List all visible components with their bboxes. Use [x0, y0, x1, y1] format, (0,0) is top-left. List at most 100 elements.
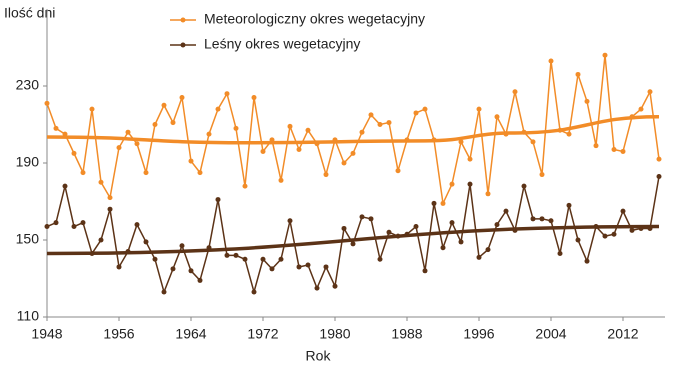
point	[197, 277, 203, 283]
point	[287, 218, 293, 224]
point	[431, 137, 437, 143]
point	[224, 252, 230, 258]
point	[161, 102, 167, 108]
point	[251, 95, 257, 101]
point	[521, 129, 527, 135]
point	[512, 227, 518, 233]
point	[179, 243, 185, 249]
point	[170, 120, 176, 126]
point	[656, 173, 662, 179]
y-axis-title: Ilość dni	[4, 5, 55, 21]
point	[233, 125, 239, 131]
point	[458, 139, 464, 145]
legend-label: Leśny okres wegetacyjny	[204, 36, 360, 52]
point	[71, 150, 77, 156]
point	[485, 191, 491, 197]
point	[575, 237, 581, 243]
x-tick-label: 2004	[535, 326, 566, 342]
point	[107, 195, 113, 201]
point	[530, 216, 536, 222]
point	[323, 264, 329, 270]
point	[620, 208, 626, 214]
y-tick-label: 230	[16, 77, 40, 93]
point	[647, 89, 653, 95]
point	[80, 170, 86, 176]
point	[314, 141, 320, 147]
point	[368, 216, 374, 222]
series-line	[46, 176, 660, 295]
point	[53, 220, 59, 226]
point	[197, 170, 203, 176]
trend-line	[46, 224, 660, 256]
point	[539, 216, 545, 222]
point	[404, 231, 410, 237]
point	[323, 172, 329, 178]
point	[161, 289, 167, 295]
point	[278, 256, 284, 262]
point	[512, 89, 518, 95]
point	[44, 224, 50, 230]
point	[98, 179, 104, 185]
point	[566, 131, 572, 137]
point	[485, 247, 491, 253]
point	[494, 114, 500, 120]
x-tick-label: 1996	[463, 326, 494, 342]
point	[206, 131, 212, 137]
point	[125, 129, 131, 135]
point	[80, 220, 86, 226]
point	[503, 131, 509, 137]
point	[386, 120, 392, 126]
point	[134, 141, 140, 147]
point	[476, 106, 482, 112]
point	[314, 285, 320, 291]
point	[530, 139, 536, 145]
point	[413, 110, 419, 116]
point	[215, 197, 221, 203]
point	[386, 229, 392, 235]
x-tick-label: 1964	[175, 326, 206, 342]
point	[566, 202, 572, 208]
point	[593, 143, 599, 149]
point	[242, 183, 248, 189]
point	[449, 220, 455, 226]
point	[503, 208, 509, 214]
point	[548, 58, 554, 64]
point	[269, 137, 275, 143]
point	[377, 256, 383, 262]
point	[377, 122, 383, 127]
x-tick-label: 1956	[103, 326, 134, 342]
point	[557, 127, 563, 133]
point	[305, 127, 311, 133]
point	[143, 239, 149, 245]
point	[350, 241, 356, 247]
point	[557, 250, 563, 256]
point	[602, 233, 608, 239]
point	[575, 71, 581, 77]
legend-label: Meteorologiczny okres wegetacyjny	[204, 11, 425, 27]
point	[341, 160, 347, 166]
point	[152, 122, 158, 127]
y-tick-label: 110	[17, 308, 40, 324]
point	[620, 148, 626, 154]
point	[242, 256, 248, 262]
point	[206, 245, 212, 251]
point	[548, 218, 554, 224]
x-tick-label: 1948	[31, 326, 62, 342]
point	[476, 254, 482, 260]
point	[359, 214, 365, 220]
point	[350, 150, 356, 156]
x-tick-label: 1972	[247, 326, 278, 342]
x-tick-label: 2012	[607, 326, 638, 342]
point	[395, 168, 401, 174]
point	[296, 264, 302, 270]
y-tick-label: 150	[16, 231, 40, 247]
point	[584, 258, 590, 264]
point	[368, 112, 374, 118]
point	[539, 172, 545, 178]
point	[521, 183, 527, 189]
point	[152, 256, 158, 262]
trend-line	[46, 115, 660, 145]
point	[656, 156, 662, 162]
point	[413, 224, 419, 230]
point	[116, 145, 122, 151]
